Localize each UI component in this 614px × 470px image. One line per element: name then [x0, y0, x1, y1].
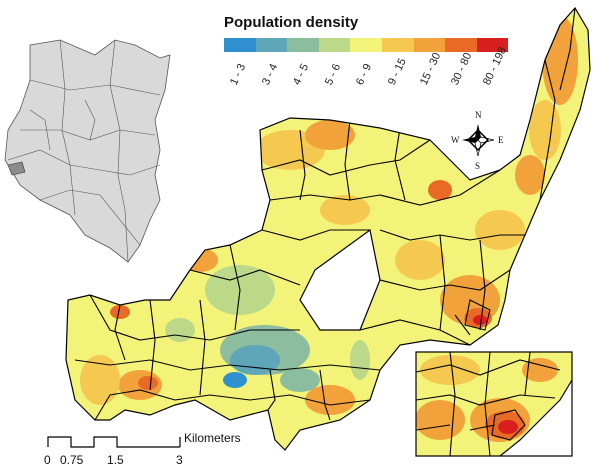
legend-swatch [445, 38, 477, 52]
inset-map [415, 351, 573, 457]
locator-map [4, 39, 171, 263]
main-map-outline [65, 6, 591, 451]
inset-frame [415, 351, 573, 457]
scale-tick-0: 0 [44, 453, 51, 467]
scale-bar [47, 436, 181, 448]
locator-highlight-area [7, 161, 26, 176]
scale-tick-1: 0.75 [60, 453, 84, 467]
legend-swatch [350, 38, 382, 52]
ward-boundaries [74, 8, 576, 421]
legend-title: Population density [224, 14, 359, 31]
legend-swatch [476, 38, 509, 52]
legend-swatch [318, 38, 351, 52]
compass-east-label: E [498, 135, 504, 145]
compass-south-label: S [475, 161, 481, 171]
legend-swatch [287, 38, 319, 52]
legend-swatch [381, 38, 414, 52]
compass-north-label: N [475, 110, 482, 120]
locator-county-lines [7, 39, 161, 263]
locator-country-shape [4, 39, 171, 263]
scale-tick-3: 3 [176, 453, 183, 467]
scale-unit-label: Kilometers [184, 431, 241, 445]
legend-swatch [413, 38, 446, 52]
compass-west-label: W [451, 135, 460, 145]
scale-tick-2: 1.5 [107, 453, 124, 467]
legend-swatch [224, 38, 256, 52]
compass-rose [462, 124, 495, 157]
legend-swatch [255, 38, 288, 52]
legend-color-bar [224, 38, 509, 52]
